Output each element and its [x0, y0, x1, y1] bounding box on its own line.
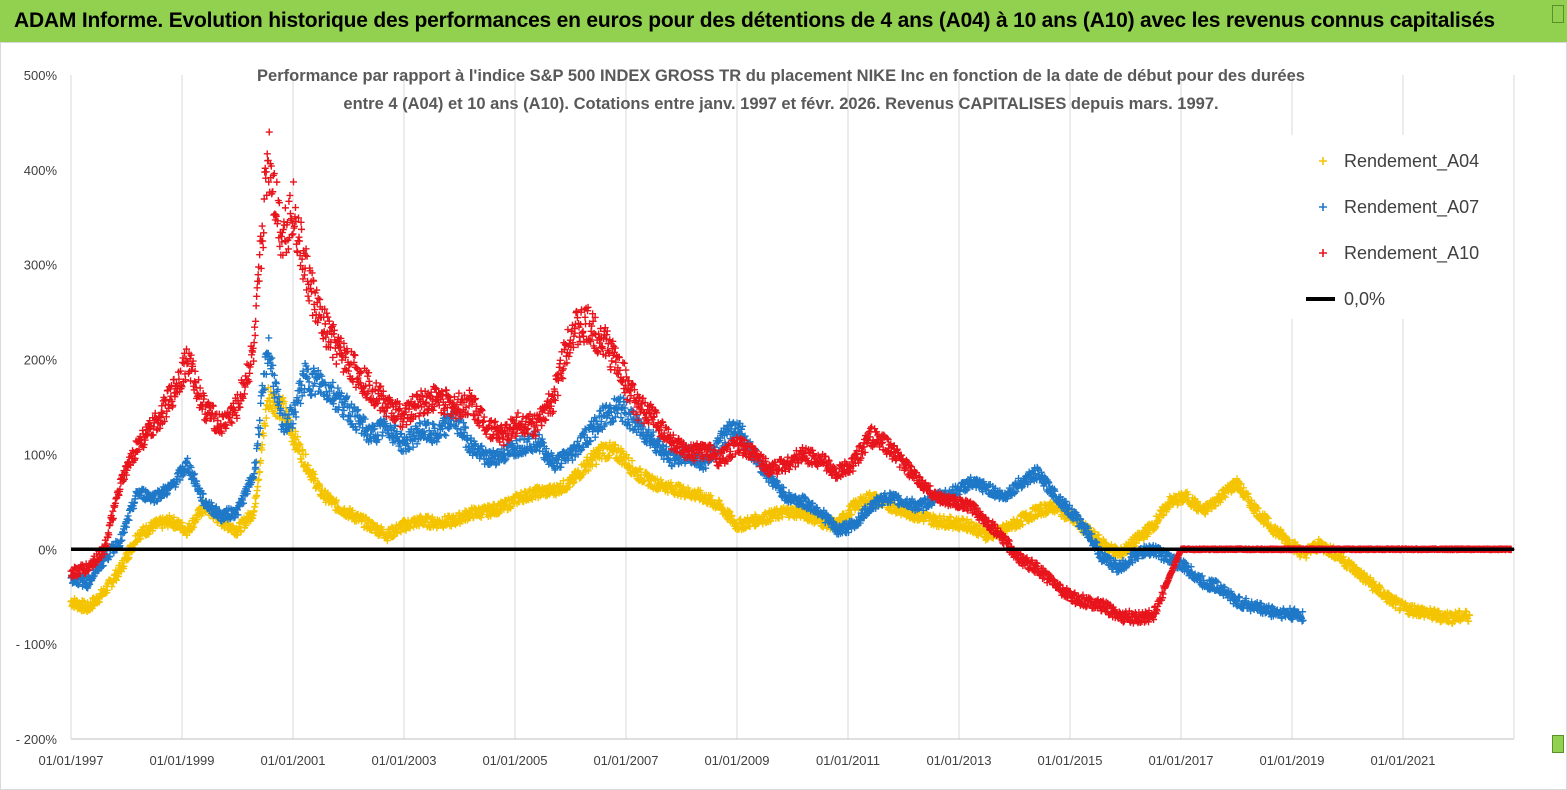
report-banner-title: ADAM Informe. Evolution historique des p…: [0, 0, 1567, 42]
point-Rendement_A04: [158, 524, 166, 532]
chart-area: 01/01/1997 01/01/1999 01/01/2001 01/01/2003…: [0, 5, 1567, 790]
point-Rendement_A04: [103, 586, 111, 594]
points-layer: [67, 128, 1515, 628]
point-Rendement_A04: [260, 432, 268, 440]
point-Rendement_A04: [264, 384, 272, 392]
point-Rendement_A04: [258, 441, 266, 449]
point-Rendement_A04: [145, 530, 153, 538]
point-Rendement_A04: [257, 457, 265, 465]
point-Rendement_A04: [122, 550, 130, 558]
chart-svg: 01/01/1997 01/01/1999 01/01/2001 01/01/2003…: [1, 43, 1566, 789]
point-Rendement_A04: [114, 573, 122, 581]
point-Rendement_A04: [198, 510, 206, 518]
point-Rendement_A04: [251, 503, 259, 511]
point-Rendement_A04: [137, 535, 145, 543]
point-Rendement_A04: [120, 562, 128, 570]
point-Rendement_A04: [149, 527, 157, 535]
point-Rendement_A04: [190, 523, 198, 531]
point-Rendement_A04: [266, 403, 274, 411]
point-Rendement_A04: [255, 475, 263, 483]
point-Rendement_A04: [252, 500, 260, 508]
point-Rendement_A04: [261, 422, 269, 430]
point-Rendement_A04: [256, 468, 264, 476]
point-Rendement_A04: [242, 522, 250, 530]
point-Rendement_A04: [262, 414, 270, 422]
point-Rendement_A04: [79, 597, 87, 605]
grid-layer: [70, 75, 1515, 740]
point-Rendement_A04: [188, 524, 196, 532]
point-Rendement_A04: [237, 528, 245, 536]
point-Rendement_A04: [125, 554, 133, 562]
point-Rendement_A04: [89, 602, 97, 610]
point-Rendement_A04: [80, 598, 88, 606]
point-Rendement_A04: [254, 483, 262, 491]
